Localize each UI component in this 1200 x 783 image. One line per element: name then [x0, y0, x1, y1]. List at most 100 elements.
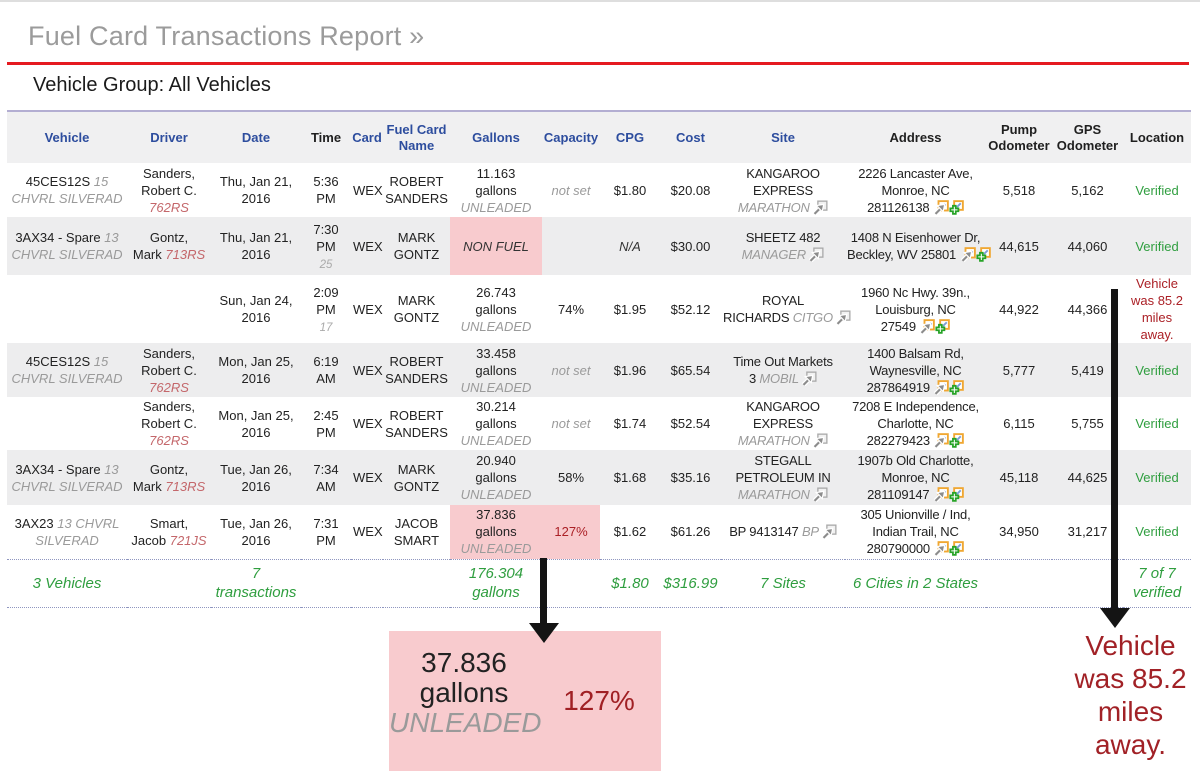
- cpg-cell: $1.80: [613, 182, 647, 198]
- cell-text: gallons: [475, 470, 517, 485]
- view-on-map-icon[interactable]: [920, 319, 935, 334]
- cell-text: 3AX23: [14, 515, 58, 531]
- external-link-icon-wrap[interactable]: [822, 524, 837, 539]
- view-on-map-icon-wrap[interactable]: [960, 247, 976, 262]
- cell-text: PM: [316, 301, 336, 317]
- cell-text: 7:31: [313, 515, 339, 531]
- gallons-callout: 37.836 gallons UNLEADED 127%: [389, 631, 661, 771]
- card-cell: WEX: [353, 182, 383, 198]
- column-header-date[interactable]: Date: [211, 111, 301, 163]
- external-link-icon-wrap[interactable]: [809, 247, 824, 262]
- column-header-site[interactable]: Site: [721, 111, 845, 163]
- cell-text: Verified: [1135, 362, 1179, 378]
- transaction-row: 45CES12S 15 CHVRL SILVERAD Sanders, Robert …: [7, 343, 1191, 397]
- external-link-icon[interactable]: [813, 433, 828, 448]
- view-on-map-icon-wrap[interactable]: [933, 380, 949, 395]
- address-cell: 7208 E Independence, Charlotte, NC 2822794…: [845, 397, 986, 450]
- date-cell: Sun, Jan 24, 2016: [211, 275, 301, 343]
- site-cell: SHEETZ 482 MANAGER: [721, 217, 845, 275]
- add-to-map-icon[interactable]: [949, 200, 964, 215]
- external-link-icon[interactable]: [822, 524, 837, 539]
- view-on-map-icon[interactable]: [934, 487, 949, 502]
- view-on-map-icon[interactable]: [961, 247, 976, 262]
- external-link-icon-wrap[interactable]: [813, 487, 828, 502]
- cell-text: PM: [316, 191, 336, 206]
- add-to-map-icon-wrap[interactable]: [949, 541, 964, 556]
- cell-text: CHVRL SILVERAD: [11, 478, 123, 494]
- cell-text: Verified: [1135, 470, 1179, 485]
- column-header-location: Location: [1123, 111, 1191, 163]
- cost-cell: $35.16: [660, 450, 721, 505]
- location-cell: Vehicle was 85.2 miles away.: [1123, 275, 1191, 343]
- view-on-map-icon-wrap[interactable]: [933, 541, 949, 556]
- report-title-link[interactable]: Fuel Card Transactions Report »: [28, 21, 425, 51]
- cell-text: UNLEADED: [460, 318, 532, 334]
- pump_odometer-cell: 45,118: [986, 450, 1052, 505]
- vehicle-cell: 3AX23 13 CHVRL SILVERAD: [7, 505, 127, 559]
- view-on-map-icon[interactable]: [934, 541, 949, 556]
- total-capacity: [542, 558, 600, 608]
- external-link-icon-wrap[interactable]: [813, 433, 828, 448]
- external-link-icon-wrap[interactable]: [802, 371, 817, 386]
- cell-text: Thu, Jan 21,: [219, 174, 293, 189]
- add-to-map-icon[interactable]: [949, 487, 964, 502]
- column-header-driver[interactable]: Driver: [127, 111, 211, 163]
- pump_odometer-cell: 34,950: [999, 524, 1039, 540]
- column-header-fuel_card_name[interactable]: Fuel Card Name: [383, 111, 450, 163]
- capacity-cell: not set: [542, 397, 600, 450]
- view-on-map-icon-wrap[interactable]: [919, 319, 935, 334]
- add-to-map-icon-wrap[interactable]: [949, 487, 964, 502]
- cell-text: 13 CHVRL: [57, 515, 120, 531]
- view-on-map-icon-wrap[interactable]: [933, 487, 949, 502]
- external-link-icon[interactable]: [836, 310, 851, 325]
- column-header-card[interactable]: Card: [351, 111, 383, 163]
- gps_odometer-cell: 31,217: [1067, 524, 1108, 540]
- add-to-map-icon[interactable]: [935, 319, 950, 334]
- column-header-capacity[interactable]: Capacity: [542, 111, 600, 163]
- view-on-map-icon-wrap[interactable]: [933, 200, 949, 215]
- view-on-map-icon-wrap[interactable]: [933, 433, 949, 448]
- cell-text: CHVRL SILVERAD: [11, 191, 123, 206]
- external-link-icon[interactable]: [802, 371, 817, 386]
- view-on-map-icon[interactable]: [934, 200, 949, 215]
- cell-text: 11.163: [476, 165, 516, 181]
- column-header-gallons[interactable]: Gallons: [450, 111, 542, 163]
- fuel_card_name-cell: MARK GONTZ: [383, 275, 450, 343]
- view-on-map-icon[interactable]: [934, 380, 949, 395]
- cell-text: Verified: [1135, 416, 1179, 431]
- column-header-vehicle[interactable]: Vehicle: [7, 111, 127, 163]
- cell-text: JACOB: [394, 515, 439, 531]
- cell-text: not set: [551, 362, 591, 378]
- external-link-icon-wrap[interactable]: [836, 310, 851, 325]
- cell-text: gallons: [475, 416, 517, 431]
- external-link-icon[interactable]: [813, 487, 828, 502]
- cell-text: gallons: [475, 182, 517, 198]
- cell-text: GONTZ: [393, 310, 440, 325]
- pump_odometer-cell: 6,115: [1003, 416, 1035, 431]
- column-header-cpg[interactable]: CPG: [600, 111, 660, 163]
- cell-text: 15: [93, 354, 109, 369]
- add-to-map-icon[interactable]: [976, 247, 991, 262]
- add-to-map-icon-wrap[interactable]: [949, 380, 964, 395]
- cell-text: ROBERT: [389, 174, 444, 189]
- external-link-icon-wrap[interactable]: [813, 200, 828, 215]
- pump_odometer-cell: 44,615: [986, 217, 1052, 275]
- add-to-map-icon-wrap[interactable]: [935, 319, 950, 334]
- cell-text: away.: [1140, 327, 1174, 342]
- time-cell: 7:30 PM 25: [301, 217, 351, 275]
- add-to-map-icon-wrap[interactable]: [949, 200, 964, 215]
- cpg-cell: $1.74: [613, 416, 647, 431]
- address-cell: 1400 Balsam Rd, Waynesville, NC 287864919: [845, 343, 986, 397]
- add-to-map-icon-wrap[interactable]: [949, 433, 964, 448]
- add-to-map-icon[interactable]: [949, 433, 964, 448]
- external-link-icon[interactable]: [813, 200, 828, 215]
- cell-text: 58%: [557, 470, 585, 485]
- cell-text: UNLEADED: [460, 199, 532, 215]
- cell-text: was 85.2: [1130, 293, 1184, 308]
- column-header-cost[interactable]: Cost: [660, 111, 721, 163]
- add-to-map-icon[interactable]: [949, 380, 964, 395]
- add-to-map-icon[interactable]: [949, 541, 964, 556]
- add-to-map-icon-wrap[interactable]: [976, 247, 991, 262]
- view-on-map-icon[interactable]: [934, 433, 949, 448]
- external-link-icon[interactable]: [809, 247, 824, 262]
